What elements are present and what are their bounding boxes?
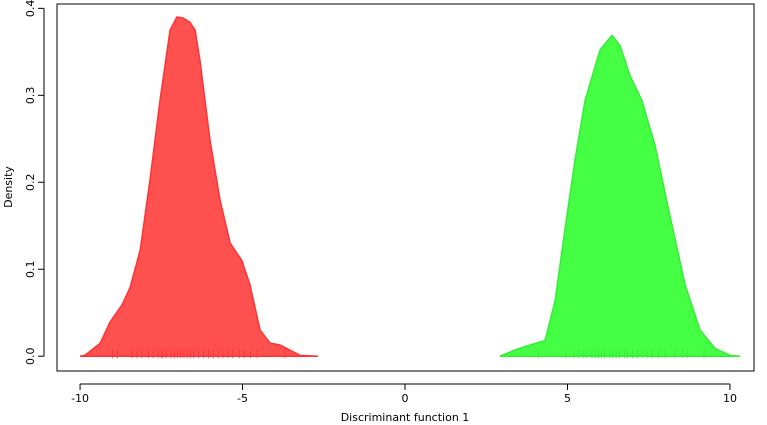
x-tick-label: 10: [723, 392, 737, 405]
plot-box: [56, 3, 755, 372]
y-tick-label: 0.1: [24, 260, 37, 278]
x-tick-label: 5: [564, 392, 571, 405]
x-axis-label: Discriminant function 1: [341, 411, 470, 424]
x-tick-label: -5: [237, 392, 248, 405]
x-tick-label: 0: [402, 392, 409, 405]
y-tick-label: 0.4: [24, 0, 37, 17]
x-tick-label: -10: [71, 392, 89, 405]
y-tick-label: 0.2: [24, 174, 37, 192]
y-tick-label: 0.3: [24, 87, 37, 105]
density-area: [499, 34, 741, 357]
y-axis-label: Density: [2, 166, 15, 208]
density-area: [79, 16, 318, 357]
y-tick-label: 0.0: [24, 347, 37, 365]
